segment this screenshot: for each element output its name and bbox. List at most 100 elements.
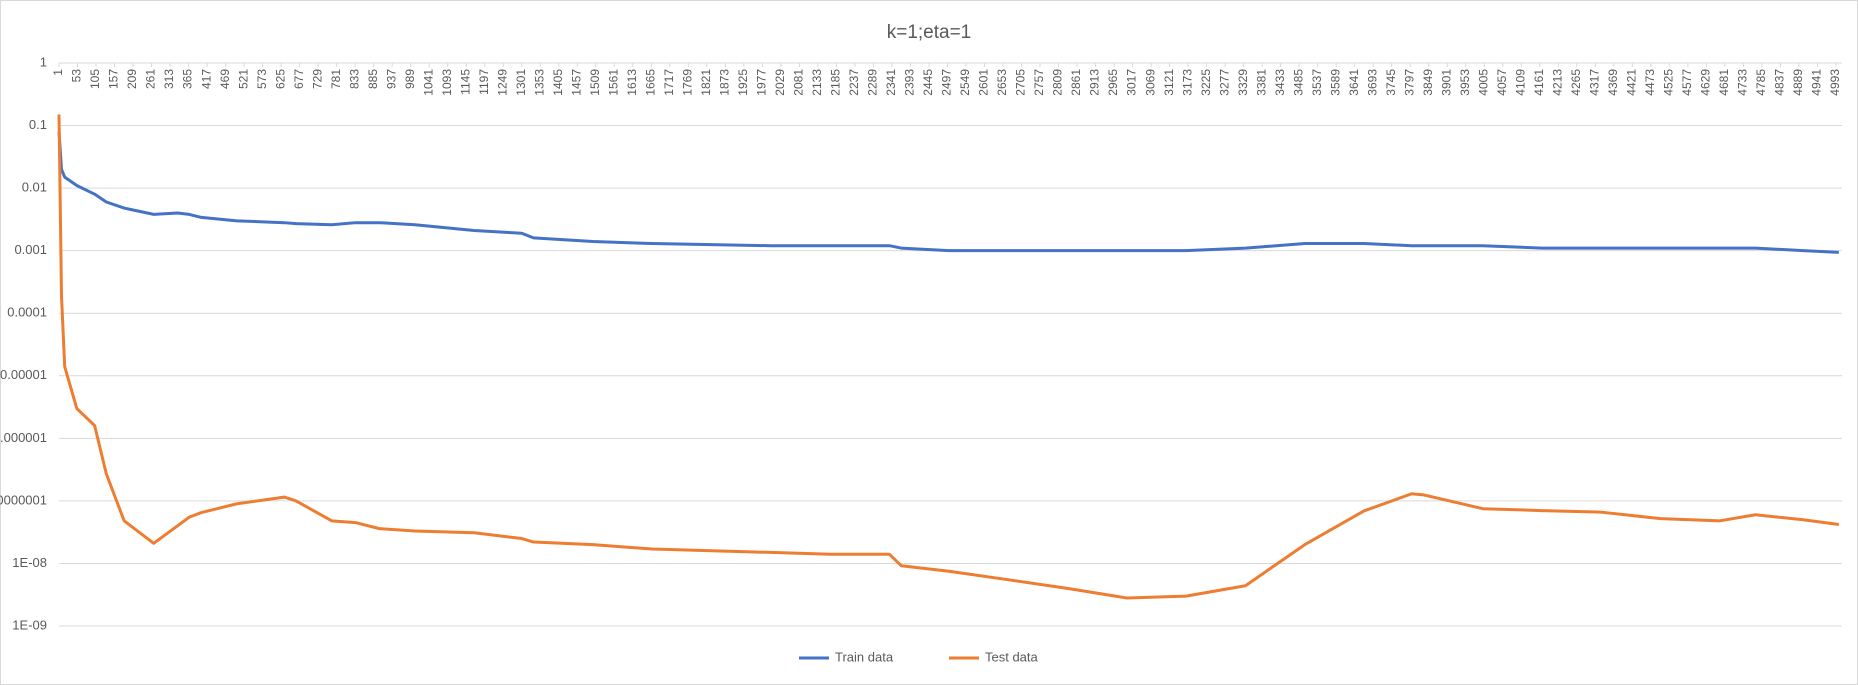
x-tick-label: 365 (181, 69, 195, 89)
x-tick-label: 4525 (1662, 69, 1676, 96)
x-tick-label: 4681 (1717, 69, 1731, 96)
x-tick-label: 4317 (1587, 69, 1601, 96)
x-tick-label: 4109 (1513, 69, 1527, 96)
x-tick-label: 1613 (625, 69, 639, 96)
x-tick-label: 2185 (829, 69, 843, 96)
x-tick-label: 3849 (1421, 69, 1435, 96)
x-tick-label: 2601 (977, 69, 991, 96)
x-tick-label: 313 (162, 69, 176, 89)
x-tick-label: 2341 (884, 69, 898, 96)
x-tick-label: 1301 (514, 69, 528, 96)
legend-label: Test data (985, 649, 1039, 664)
x-tick-label: 4993 (1828, 69, 1842, 96)
x-tick-label: 3641 (1347, 69, 1361, 96)
x-tick-label: 1405 (551, 69, 565, 96)
x-tick-label: 2445 (921, 69, 935, 96)
x-tick-label: 1145 (458, 69, 472, 95)
x-tick-label: 573 (255, 69, 269, 89)
x-tick-label: 937 (384, 69, 398, 89)
x-tick-label: 781 (329, 69, 343, 89)
x-tick-label: 4785 (1754, 69, 1768, 96)
x-tick-label: 989 (403, 69, 417, 89)
x-tick-label: 2029 (773, 69, 787, 96)
x-tick-label: 2237 (847, 69, 861, 96)
x-tick-label: 53 (70, 69, 84, 83)
x-tick-label: 4837 (1773, 69, 1787, 96)
x-tick-label: 3121 (1162, 69, 1176, 96)
legend-label: Train data (835, 649, 894, 664)
series-line (57, 114, 1839, 600)
x-tick-label: 4629 (1699, 69, 1713, 96)
y-tick-label: 0.1 (29, 117, 47, 132)
x-tick-label: 3745 (1384, 69, 1398, 96)
x-tick-label: 2497 (940, 69, 954, 96)
x-tick-label: 3329 (1236, 69, 1250, 96)
x-tick-label: 4941 (1810, 69, 1824, 96)
x-tick-label: 1821 (699, 69, 713, 96)
x-tick-label: 1093 (440, 69, 454, 96)
x-tick-label: 4733 (1736, 69, 1750, 96)
x-tick-label: 2549 (958, 69, 972, 96)
x-tick-label: 4161 (1532, 69, 1546, 96)
x-tick-label: 1249 (495, 69, 509, 96)
x-tick-label: 2289 (866, 69, 880, 96)
x-tick-label: 2393 (903, 69, 917, 96)
y-tick-label: 0.0001 (7, 305, 47, 320)
x-tick-label: 105 (88, 69, 102, 89)
x-tick-label: 1769 (681, 69, 695, 96)
x-tick-label: 3537 (1310, 69, 1324, 96)
x-tick-label: 261 (144, 69, 158, 89)
x-tick-label: 3485 (1291, 69, 1305, 96)
x-tick-label: 3797 (1402, 69, 1416, 96)
x-tick-label: 3017 (1125, 69, 1139, 96)
y-tick-label: 0.0000001 (0, 492, 47, 507)
x-tick-label: 1977 (755, 69, 769, 96)
x-tick-label: 417 (199, 69, 213, 89)
y-tick-label: 0.000001 (0, 430, 47, 445)
x-tick-label: 677 (292, 69, 306, 89)
x-tick-label: 3953 (1458, 69, 1472, 96)
x-tick-label: 2913 (1088, 69, 1102, 96)
y-tick-label: 0.001 (14, 242, 47, 257)
x-tick-label: 4369 (1606, 69, 1620, 96)
x-tick-label: 4213 (1550, 69, 1564, 96)
x-tick-label: 2809 (1051, 69, 1065, 96)
x-tick-label: 1717 (662, 69, 676, 96)
x-tick-label: 4421 (1625, 69, 1639, 96)
x-tick-label: 3589 (1328, 69, 1342, 96)
x-tick-label: 1925 (736, 69, 750, 96)
x-tick-label: 2653 (995, 69, 1009, 96)
x-tick-label: 3173 (1180, 69, 1194, 96)
x-tick-label: 729 (310, 69, 324, 89)
x-tick-label: 2757 (1032, 69, 1046, 96)
y-tick-label: 1 (40, 54, 47, 69)
x-tick-label: 4473 (1643, 69, 1657, 96)
x-tick-label: 1457 (569, 69, 583, 96)
x-tick-label: 469 (218, 69, 232, 89)
x-tick-label: 2965 (1106, 69, 1120, 96)
x-tick-label: 2133 (810, 69, 824, 96)
x-tick-label: 3693 (1365, 69, 1379, 96)
y-tick-label: 0.01 (22, 180, 47, 195)
x-tick-label: 3381 (1254, 69, 1268, 96)
y-tick-label: 1E-08 (12, 555, 47, 570)
x-tick-label: 1509 (588, 69, 602, 96)
x-tick-label: 1873 (718, 69, 732, 96)
x-tick-label: 157 (107, 69, 121, 89)
x-tick-label: 1353 (532, 69, 546, 96)
x-tick-label: 3069 (1143, 69, 1157, 96)
y-tick-label: 0.00001 (0, 367, 47, 382)
x-tick-label: 4577 (1680, 69, 1694, 96)
x-tick-label: 3901 (1439, 69, 1453, 96)
y-tick-label: 1E-09 (12, 617, 47, 632)
x-tick-label: 885 (366, 69, 380, 89)
series-line (57, 131, 1839, 254)
x-tick-label: 4265 (1569, 69, 1583, 96)
chart-title: k=1;eta=1 (887, 22, 972, 43)
x-tick-label: 1197 (477, 69, 491, 95)
x-tick-label: 1665 (643, 69, 657, 96)
x-tick-label: 521 (236, 69, 250, 89)
x-tick-label: 1041 (421, 69, 435, 96)
